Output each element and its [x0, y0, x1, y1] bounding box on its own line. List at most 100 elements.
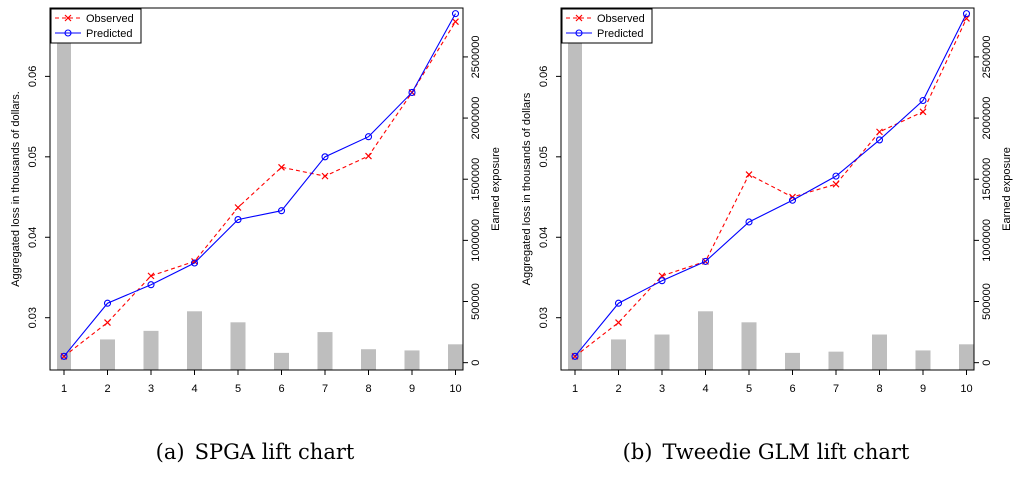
data-point-predicted — [745, 218, 753, 226]
data-point-predicted — [408, 88, 416, 97]
exposure-bar — [274, 352, 289, 370]
x-tick-label: 9 — [920, 383, 926, 395]
data-point-predicted — [919, 96, 927, 105]
data-point-observed — [321, 172, 329, 180]
y2-tick-label: 2000000 — [981, 97, 993, 140]
legend: Observed Predicted — [561, 8, 653, 44]
data-point-observed — [832, 180, 840, 188]
y-tick-label: 0.06 — [27, 66, 39, 87]
data-point-predicted — [701, 257, 710, 265]
plot-frame — [49, 7, 464, 371]
exposure-bar — [959, 344, 974, 370]
y-tick-label: 0.06 — [538, 66, 550, 87]
data-point-observed — [615, 319, 622, 326]
y-tick-label: 0.04 — [27, 227, 39, 248]
legend-label: Predicted — [597, 28, 643, 40]
data-point-predicted — [364, 133, 373, 141]
x-tick-label: 6 — [789, 383, 795, 395]
x-tick-label: 1 — [61, 383, 67, 395]
exposure-bar — [568, 11, 582, 371]
lift-chart-a: 1 2 3 4 5 6 7 8 9 10 0.03 0.04 0.05 0.06 Aggregated lo… — [10, 7, 502, 395]
legend-marker-circle — [64, 29, 72, 37]
y2-tick-label: 1500000 — [981, 158, 993, 201]
exposure-bar — [187, 311, 202, 370]
data-point-predicted — [234, 216, 242, 224]
data-point-predicted — [451, 10, 460, 18]
exposure-bar — [143, 330, 159, 370]
x-tick-label: 6 — [278, 383, 284, 395]
data-point-predicted — [571, 352, 579, 360]
data-point-observed — [234, 204, 242, 211]
y2-tick-label: 2500000 — [470, 36, 482, 79]
data-point-observed — [104, 319, 111, 326]
lift-chart-b: 1 2 3 4 5 6 7 8 9 10 0.03 0.04 0.05 0.06 Aggregated lo… — [521, 7, 1013, 395]
data-point-predicted — [658, 277, 666, 285]
data-point-predicted — [875, 136, 884, 144]
y2-tick-label: 2500000 — [981, 36, 993, 79]
exposure-bar — [915, 350, 931, 370]
data-point-observed — [278, 163, 285, 171]
legend-label: Observed — [86, 13, 134, 25]
data-point-predicted — [190, 259, 199, 267]
data-point-predicted — [832, 172, 840, 180]
exposure-bar — [404, 350, 420, 370]
caption-text: SPGA lift chart — [194, 440, 355, 464]
y2-axis-title: Earned exposure — [490, 147, 502, 231]
exposure-bar — [361, 349, 376, 370]
y2-axis-title: Earned exposure — [1001, 147, 1013, 231]
chart-panel-a: 1 2 3 4 5 6 7 8 9 10 0.03 0.04 0.05 0.06 Aggregated lo… — [0, 0, 510, 479]
y2-tick-label: 500000 — [470, 283, 482, 320]
exposure-bar — [872, 334, 887, 370]
x-tick-label: 4 — [191, 383, 197, 395]
data-point-observed — [876, 128, 883, 136]
legend-label: Observed — [597, 13, 645, 25]
chart-panel-b: 1 2 3 4 5 6 7 8 9 10 0.03 0.04 0.05 0.06 Aggregated lo… — [511, 0, 1021, 479]
data-point-predicted — [321, 153, 329, 161]
caption-text: Tweedie GLM lift chart — [662, 440, 910, 464]
exposure-bar — [785, 352, 800, 370]
y2-tick-label: 1000000 — [470, 219, 482, 262]
x-tick-label: 7 — [833, 383, 839, 395]
exposure-bar — [698, 311, 713, 370]
data-point-observed — [452, 18, 459, 26]
y-tick-label: 0.04 — [538, 227, 550, 248]
y2-tick-label: 1000000 — [981, 219, 993, 262]
x-tick-label: 8 — [876, 383, 882, 395]
data-point-predicted — [614, 299, 623, 307]
data-point-observed — [919, 108, 927, 116]
legend-label: Predicted — [86, 28, 132, 40]
data-point-predicted — [277, 207, 286, 215]
x-tick-label: 5 — [746, 383, 752, 395]
exposure-bar — [654, 334, 670, 370]
legend-marker-x — [64, 14, 72, 22]
x-tick-label: 10 — [960, 383, 972, 395]
x-tick-label: 2 — [615, 383, 621, 395]
data-point-predicted — [147, 281, 155, 289]
exposure-bar — [100, 339, 115, 370]
y-axis-title: Aggregated loss in thousands of dollars — [521, 92, 533, 285]
legend-marker-x — [575, 14, 583, 22]
data-point-observed — [147, 272, 155, 280]
data-point-observed — [365, 152, 372, 160]
x-tick-label: 5 — [235, 383, 241, 395]
caption-label: (b) — [622, 440, 653, 464]
x-tick-label: 9 — [409, 383, 415, 395]
x-tick-label: 8 — [365, 383, 371, 395]
y-tick-label: 0.03 — [27, 307, 39, 328]
exposure-bar — [317, 332, 333, 370]
y2-tick-label: 500000 — [981, 283, 993, 320]
data-point-predicted — [962, 10, 971, 18]
caption-a: (a) SPGA lift chart — [0, 440, 510, 464]
caption-label: (a) — [155, 440, 185, 464]
exposure-bar — [448, 344, 463, 370]
legend-box — [50, 8, 142, 44]
x-tick-label: 1 — [572, 383, 578, 395]
data-point-observed — [745, 171, 753, 178]
data-point-predicted — [103, 299, 112, 307]
y2-tick-label: 0 — [470, 360, 482, 366]
x-tick-label: 10 — [449, 383, 461, 395]
y2-tick-label: 2000000 — [470, 97, 482, 140]
y-tick-label: 0.05 — [27, 146, 39, 167]
exposure-bar — [741, 322, 757, 370]
x-tick-label: 3 — [659, 383, 665, 395]
